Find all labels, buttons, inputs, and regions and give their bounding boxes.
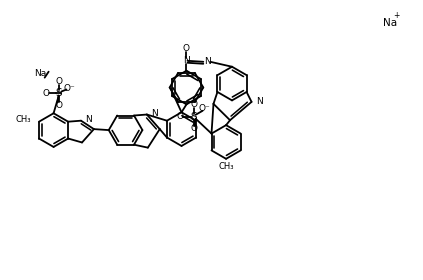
Text: O⁻: O⁻ (63, 84, 75, 93)
Text: +: + (393, 11, 400, 20)
Text: N: N (151, 109, 158, 118)
Text: O: O (183, 45, 190, 53)
Text: Na: Na (35, 69, 47, 78)
Text: CH₃: CH₃ (218, 162, 234, 171)
Text: N: N (204, 57, 211, 66)
Text: O: O (55, 101, 62, 110)
Text: O⁻: O⁻ (199, 104, 211, 113)
Text: N: N (256, 97, 263, 106)
Text: S: S (55, 88, 62, 99)
Text: O: O (190, 124, 197, 133)
Text: N: N (183, 56, 190, 65)
Text: S: S (190, 112, 197, 122)
Text: N: N (85, 115, 92, 124)
Text: O: O (42, 89, 49, 98)
Text: O: O (176, 112, 183, 121)
Text: CH₃: CH₃ (16, 115, 31, 124)
Text: O: O (55, 77, 62, 86)
Text: Na: Na (383, 18, 397, 28)
Text: O: O (190, 100, 197, 109)
